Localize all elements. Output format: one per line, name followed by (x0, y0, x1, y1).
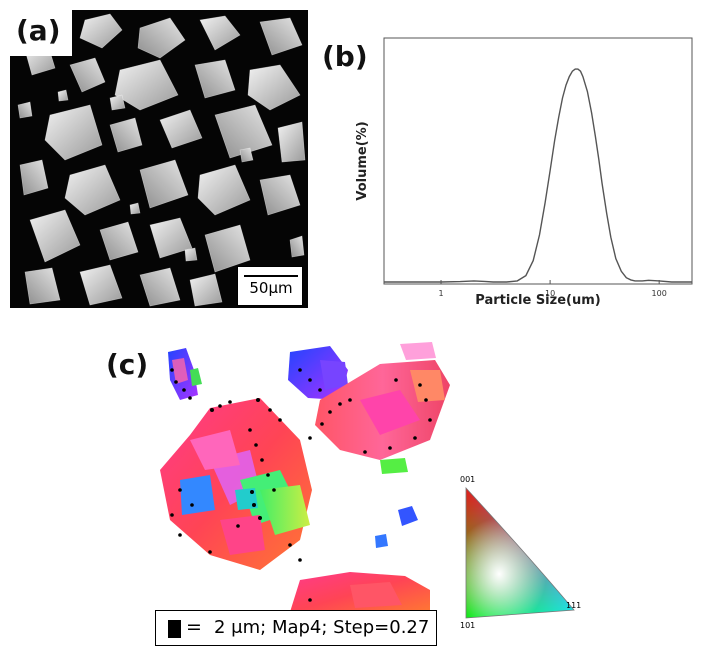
particle-size-chart: 1 10 100 Particle Size(um) Volume(%) (355, 37, 693, 308)
ipf-label-101: 101 (460, 621, 475, 630)
panel-label-c: (c) (106, 348, 149, 381)
panel-label-a: (a) (16, 14, 61, 47)
grain-top-left (168, 348, 202, 400)
grain-small-blue (375, 458, 418, 548)
sem-label-background (10, 10, 72, 56)
caption-scale-swatch (168, 620, 181, 638)
ebsd-caption-text: 2 μm; Map4; Step=0.27 (214, 617, 430, 638)
grain-top-blue (288, 342, 436, 400)
ipf-label-111: 111 (566, 601, 581, 610)
grain-boundaries (170, 368, 432, 602)
scale-bar-box: 50μm (237, 266, 303, 306)
ebsd-orientation-map (160, 342, 450, 612)
y-axis-label: Volume(%) (355, 121, 370, 200)
ebsd-caption-box: = 2 μm; Map4; Step=0.27 (155, 610, 437, 646)
x-tick-label: 1 (438, 289, 443, 298)
x-axis-label: Particle Size(um) (475, 293, 600, 308)
x-tick-label: 100 (652, 289, 667, 298)
ipf-label-001: 001 (460, 475, 475, 484)
series-line-volume (384, 68, 692, 283)
grain-top-right (315, 360, 450, 460)
panel-label-b: (b) (322, 40, 368, 73)
grain-center-left (160, 398, 312, 570)
caption-equals: = (186, 616, 202, 638)
sem-micrograph (10, 10, 308, 308)
scale-bar (244, 275, 298, 277)
plot-frame (383, 37, 693, 285)
x-tick-label: 10 (545, 289, 555, 298)
grain-bottom (290, 572, 430, 612)
scale-bar-label: 50μm (249, 279, 293, 297)
ipf-color-key: 001 101 111 (460, 475, 581, 630)
sem-particles-image (10, 10, 308, 308)
